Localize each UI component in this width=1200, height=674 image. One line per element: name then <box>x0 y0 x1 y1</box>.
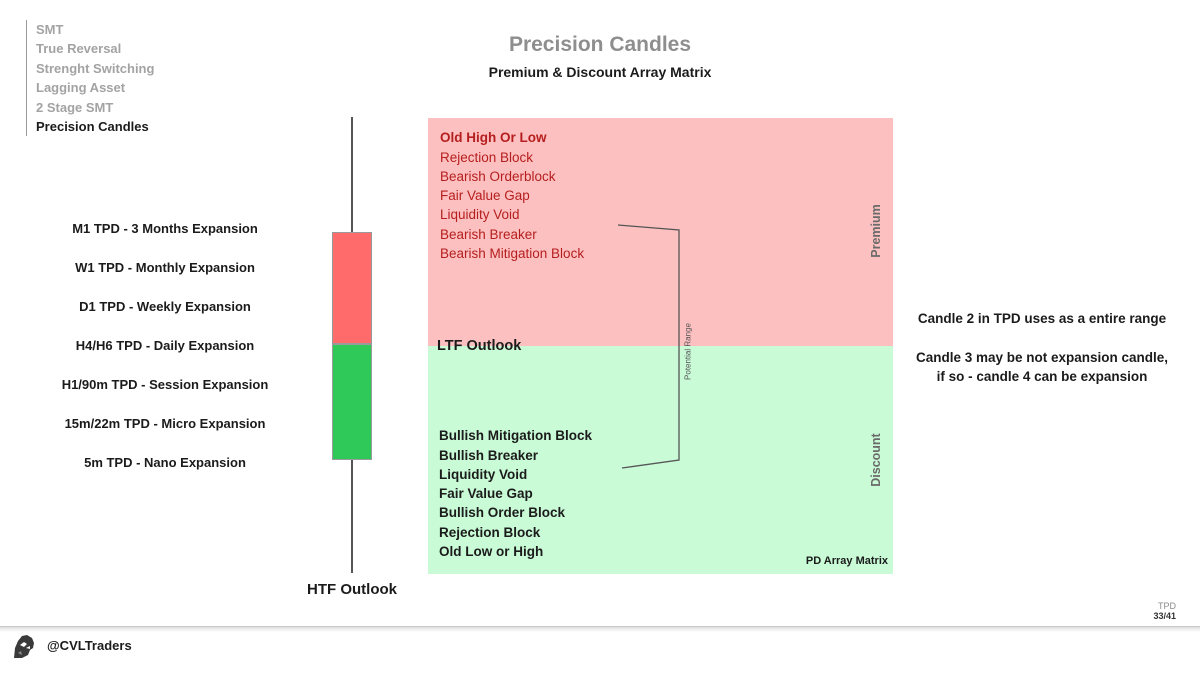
nav-item-2-stage-smt[interactable]: 2 Stage SMT <box>36 99 114 115</box>
timeframe-label: 5m TPD - Nano Expansion <box>84 455 246 470</box>
nav-item-true-reversal[interactable]: True Reversal <box>36 41 122 57</box>
discount-array-item: Rejection Block <box>439 525 541 540</box>
timeframe-label: H4/H6 TPD - Daily Expansion <box>75 338 255 353</box>
note-candle-2: Candle 2 in TPD uses as a entire range <box>917 311 1167 326</box>
discount-array-item: Fair Value Gap <box>439 486 533 501</box>
discount-zone <box>428 346 893 574</box>
nav-item-precision-candles[interactable]: Precision Candles <box>36 119 149 135</box>
premium-array-item: Old High Or Low <box>440 130 547 145</box>
timeframe-label: 15m/22m TPD - Micro Expansion <box>64 416 266 431</box>
page-title: Precision Candles <box>508 33 692 56</box>
section-nav: SMT True Reversal Strenght Switching Lag… <box>26 20 155 137</box>
discount-array-item: Liquidity Void <box>439 467 528 482</box>
potential-range-label: Potential Range <box>683 323 693 380</box>
discount-label: Discount <box>869 433 883 487</box>
premium-array-item: Liquidity Void <box>440 207 520 222</box>
note-candle-3-line2: if so - candle 4 can be expansion <box>936 369 1148 384</box>
premium-array-item: Bearish Breaker <box>440 227 537 242</box>
discount-array-item: Bullish Mitigation Block <box>439 428 593 443</box>
avatar[interactable] <box>12 633 39 660</box>
page-tag: TPD <box>1158 601 1176 611</box>
ltf-outlook-label: LTF Outlook <box>437 338 522 354</box>
skull-logo-icon <box>14 635 34 658</box>
premium-label: Premium <box>869 204 883 258</box>
premium-array-item: Rejection Block <box>440 150 534 165</box>
htf-outlook-label: HTF Outlook <box>307 581 397 598</box>
premium-array-item: Bearish Orderblock <box>440 169 556 184</box>
timeframe-label: H1/90m TPD - Session Expansion <box>61 377 269 392</box>
candle-body-bullish <box>332 344 372 460</box>
footer-divider-shadow <box>0 626 1200 632</box>
timeframe-label: D1 TPD - Weekly Expansion <box>79 299 251 314</box>
discount-array-item: Bullish Breaker <box>439 448 539 463</box>
timeframe-label: M1 TPD - 3 Months Expansion <box>72 221 258 236</box>
footer-divider <box>0 626 1200 627</box>
page-number: 33/41 <box>1153 611 1176 621</box>
premium-zone <box>428 118 893 346</box>
candle-body-bearish <box>332 232 372 344</box>
nav-item-smt[interactable]: SMT <box>36 22 64 37</box>
pd-array-matrix-label: PD Array Matrix <box>805 555 888 567</box>
page-subtitle: Premium & Discount Array Matrix <box>488 64 712 80</box>
potential-range-bracket <box>617 224 680 469</box>
twitter-handle[interactable]: @CVLTraders <box>47 638 132 653</box>
discount-array-item: Bullish Order Block <box>439 505 566 520</box>
nav-item-strength-switching[interactable]: Strenght Switching <box>36 60 155 76</box>
premium-array-item: Fair Value Gap <box>440 188 530 203</box>
premium-array-item: Bearish Mitigation Block <box>440 246 585 261</box>
discount-array-item: Old Low or High <box>439 544 544 559</box>
nav-item-lagging-asset[interactable]: Lagging Asset <box>36 80 126 96</box>
note-candle-3-line1: Candle 3 may be not expansion candle, <box>915 350 1169 365</box>
timeframe-label: W1 TPD - Monthly Expansion <box>75 260 255 275</box>
